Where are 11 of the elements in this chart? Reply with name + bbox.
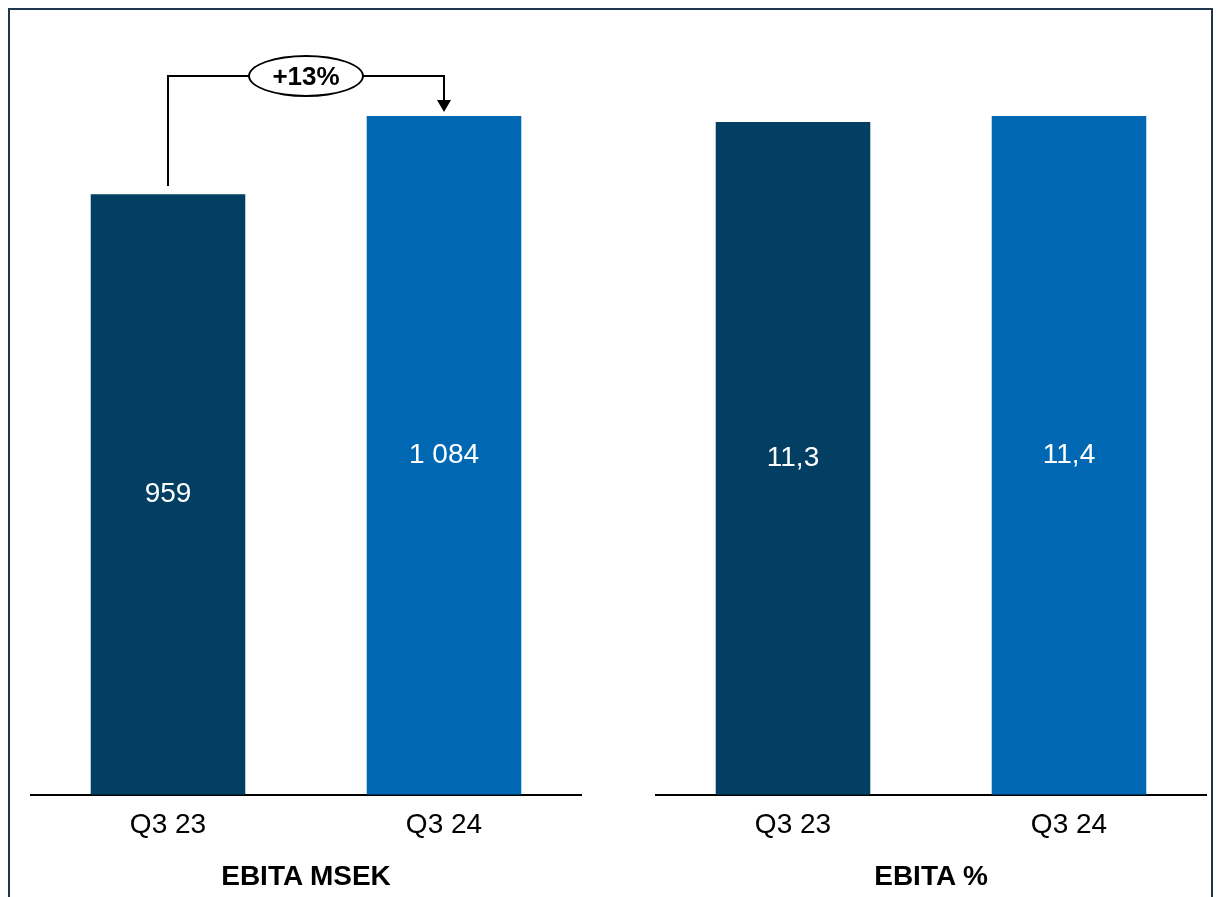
text: +13%: [248, 55, 364, 98]
data-label: 11,3: [766, 441, 820, 473]
x-tick-label: Q3 24: [1030, 808, 1108, 840]
x-tick-label: Q3 23: [754, 808, 832, 840]
data-label: 11,4: [1042, 438, 1096, 470]
x-axis-title: EBITA %: [874, 859, 988, 891]
x-tick-label: Q3 24: [405, 808, 483, 840]
data-label: 1 084: [408, 438, 480, 470]
data-label: 959: [144, 477, 192, 509]
x-axis-title: EBITA MSEK: [221, 859, 391, 891]
x-tick-label: Q3 23: [129, 808, 207, 840]
